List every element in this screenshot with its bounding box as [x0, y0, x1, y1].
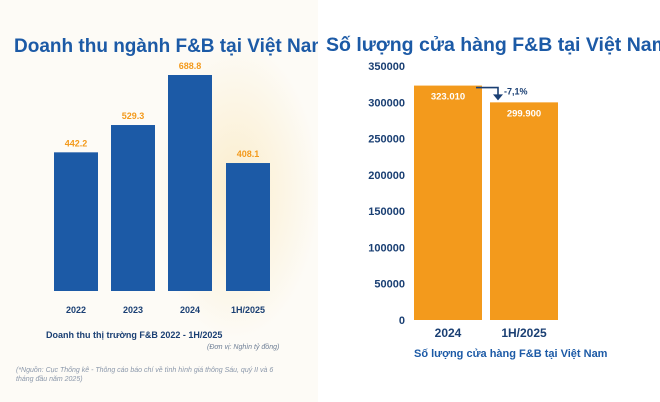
left-chart-panel: Doanh thu ngành F&B tại Việt Nam 442.2 20…: [0, 0, 328, 402]
right-chart-panel: Số lượng cửa hàng F&B tại Việt Nam 35000…: [318, 0, 660, 402]
right-chart-caption: Số lượng cửa hàng F&B tại Việt Nam: [414, 348, 608, 360]
store-y-tick-label: 50000: [374, 279, 405, 291]
revenue-category-label: 2024: [180, 305, 200, 315]
store-count-bar-1H/2025: [490, 102, 558, 321]
store-y-tick-label: 200000: [368, 170, 405, 182]
store-y-tick-label: 350000: [368, 61, 405, 73]
revenue-value-label: 442.2: [65, 138, 88, 148]
left-chart-unit-note: (Đơn vị: Nghìn tỷ đồng): [207, 344, 280, 351]
left-chart-source-note: (*Nguồn: Cục Thống kê - Thông cáo báo ch…: [16, 367, 274, 383]
decrease-arrow-icon: [493, 94, 503, 101]
left-bar-chart: 442.2 2022 529.3 2023 688.8 2024 408.1 1H/2025: [54, 61, 270, 315]
store-value-label: 299.900: [507, 108, 541, 119]
revenue-value-label: 529.3: [122, 111, 145, 121]
revenue-bar-1H/2025: [226, 163, 270, 291]
revenue-category-label: 2023: [123, 305, 143, 315]
right-chart-title: Số lượng cửa hàng F&B tại Việt Nam: [326, 34, 660, 56]
store-y-tick-label: 100000: [368, 242, 405, 254]
revenue-value-label: 408.1: [237, 149, 260, 159]
store-y-tick-label: 300000: [368, 97, 405, 109]
store-category-label: 2024: [435, 326, 462, 340]
revenue-category-label: 1H/2025: [231, 305, 265, 315]
revenue-bar-2022: [54, 152, 98, 291]
revenue-value-label: 688.8: [179, 61, 202, 71]
store-category-label: 1H/2025: [501, 326, 547, 340]
left-chart-caption: Doanh thu thị trường F&B 2022 - 1H/2025: [46, 330, 223, 340]
revenue-category-label: 2022: [66, 305, 86, 315]
store-y-tick-label: 0: [399, 315, 405, 327]
store-y-tick-label: 150000: [368, 206, 405, 218]
store-value-label: 323.010: [431, 92, 465, 103]
store-y-tick-label: 250000: [368, 134, 405, 146]
left-chart-title: Doanh thu ngành F&B tại Việt Nam: [14, 36, 329, 57]
change-percent-label: -7,1%: [504, 87, 528, 97]
revenue-bar-2024: [168, 75, 212, 291]
store-count-bar-2024: [414, 85, 482, 320]
right-bar-chart: 350000 300000 250000 200000 150000 100000 5000…: [368, 61, 558, 340]
revenue-bar-2023: [111, 125, 155, 291]
